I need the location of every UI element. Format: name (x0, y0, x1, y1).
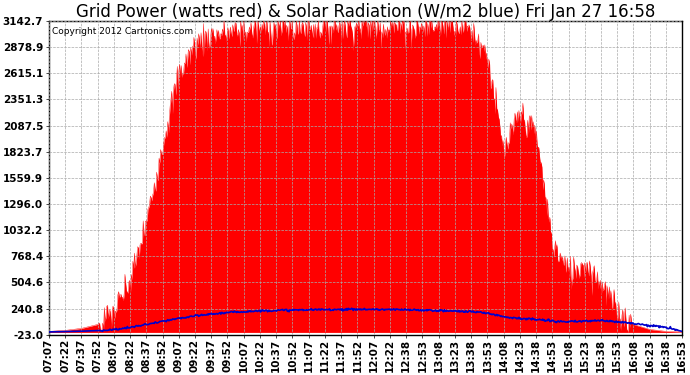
Title: Grid Power (watts red) & Solar Radiation (W/m2 blue) Fri Jan 27 16:58: Grid Power (watts red) & Solar Radiation… (76, 3, 656, 21)
Text: Copyright 2012 Cartronics.com: Copyright 2012 Cartronics.com (52, 27, 193, 36)
